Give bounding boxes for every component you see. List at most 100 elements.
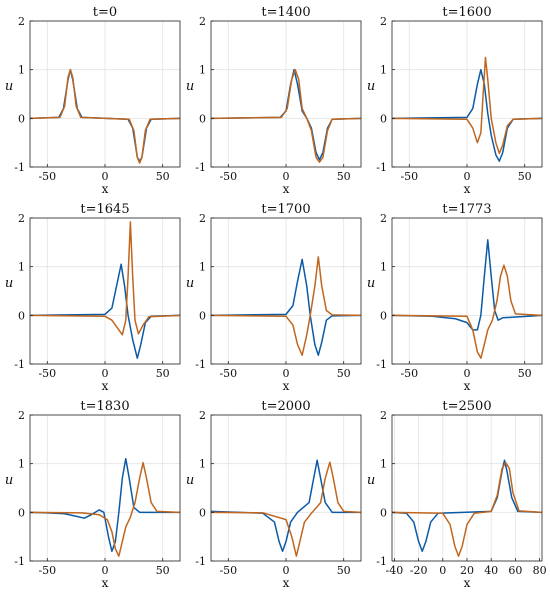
y-tick-label: 1: [199, 64, 206, 77]
series-line-1: [391, 459, 543, 553]
subplot-6: -50 0 50 -1 0 1 2 t=1773 x u: [367, 202, 543, 393]
y-axis-label: u: [5, 79, 13, 94]
subplot-title: t=1600: [442, 5, 491, 20]
y-tick-label: 0: [199, 112, 206, 125]
x-tick-label: 50: [156, 367, 170, 380]
x-tick-label: -50: [219, 564, 237, 577]
x-axis-label: x: [283, 182, 290, 196]
y-tick-label: 2: [18, 212, 25, 225]
subplot-2: -50 0 50 -1 0 1 2 t=1400 x u: [186, 5, 362, 196]
subplot-7: -50 0 50 -1 0 1 2 t=1830 x u: [5, 399, 181, 590]
x-tick-label: -50: [400, 170, 418, 183]
y-tick-label: 0: [18, 506, 25, 519]
x-tick-label: 0: [283, 170, 290, 183]
x-tick-label: 80: [533, 564, 547, 577]
x-axis-label: x: [464, 576, 471, 590]
x-tick-label: 50: [156, 564, 170, 577]
y-axis-label: u: [367, 79, 375, 94]
series-line-2: [210, 256, 362, 356]
x-tick-label: 60: [508, 564, 522, 577]
subplot-title: t=2000: [261, 399, 310, 414]
series-line-2: [391, 264, 543, 359]
series-line-2: [210, 68, 362, 163]
y-tick-label: 2: [199, 15, 206, 28]
subplot-title: t=1830: [80, 399, 129, 414]
x-axis-label: x: [283, 576, 290, 590]
y-tick-label: -1: [14, 161, 25, 174]
y-axis-label: u: [367, 276, 375, 291]
y-tick-label: 2: [380, 212, 387, 225]
x-axis-label: x: [464, 182, 471, 196]
y-tick-label: -1: [14, 555, 25, 568]
y-tick-label: 0: [380, 506, 387, 519]
x-tick-label: -50: [219, 170, 237, 183]
series-line-2: [391, 56, 543, 155]
x-tick-label: 40: [484, 564, 498, 577]
subplot-5: -50 0 50 -1 0 1 2 t=1700 x u: [186, 202, 362, 393]
subplot-9: -40 -20 0 20 40 60 80 -1 0 1 2 t=2500 x u: [367, 399, 547, 590]
x-tick-label: -50: [38, 367, 56, 380]
x-tick-label: -20: [410, 564, 428, 577]
y-tick-label: 1: [380, 261, 387, 274]
subplot-title: t=2500: [442, 399, 491, 414]
series-line-1: [391, 239, 543, 331]
subplot-3: -50 0 50 -1 0 1 2 t=1600 x u: [367, 5, 543, 196]
y-tick-label: 2: [380, 409, 387, 422]
x-tick-label: 50: [156, 170, 170, 183]
subplot-1: -50 0 50 -1 0 1 2 t=0 x u: [5, 5, 181, 196]
y-tick-label: -1: [376, 555, 387, 568]
y-tick-label: -1: [195, 358, 206, 371]
x-tick-label: -40: [386, 564, 404, 577]
x-tick-label: 0: [283, 564, 290, 577]
x-tick-label: 50: [337, 170, 351, 183]
y-tick-label: 0: [18, 309, 25, 322]
subplot-8: -50 0 50 -1 0 1 2 t=2000 x u: [186, 399, 362, 590]
y-tick-label: -1: [195, 161, 206, 174]
subplot-title: t=1400: [261, 5, 310, 20]
y-tick-label: 2: [199, 212, 206, 225]
x-tick-label: 50: [337, 367, 351, 380]
subplot-4: -50 0 50 -1 0 1 2 t=1645 x u: [5, 202, 181, 393]
y-tick-label: 1: [199, 261, 206, 274]
x-tick-label: 50: [337, 564, 351, 577]
series-line-2: [29, 461, 181, 557]
y-tick-label: 0: [18, 112, 25, 125]
y-tick-label: 2: [380, 15, 387, 28]
x-axis-label: x: [283, 379, 290, 393]
y-tick-label: -1: [376, 161, 387, 174]
y-axis-label: u: [5, 473, 13, 488]
x-tick-label: 50: [518, 367, 532, 380]
y-tick-label: -1: [195, 555, 206, 568]
x-tick-label: 0: [102, 170, 109, 183]
series-line-1: [29, 458, 180, 553]
x-tick-label: 0: [102, 564, 109, 577]
series-line-2: [29, 221, 181, 336]
x-tick-label: 0: [283, 367, 290, 380]
y-tick-label: 2: [199, 409, 206, 422]
y-axis-label: u: [367, 473, 375, 488]
x-tick-label: -50: [400, 367, 418, 380]
x-tick-label: -50: [38, 170, 56, 183]
x-axis-label: x: [102, 576, 109, 590]
x-tick-label: -50: [219, 367, 237, 380]
x-tick-label: 0: [102, 367, 109, 380]
x-axis-label: x: [102, 379, 109, 393]
series-line-2: [29, 68, 181, 164]
y-tick-label: 1: [380, 64, 387, 77]
subplot-title: t=1645: [80, 202, 129, 217]
y-axis-label: u: [186, 473, 194, 488]
x-axis-label: x: [464, 379, 471, 393]
y-tick-label: 1: [199, 458, 206, 471]
y-tick-label: 0: [380, 112, 387, 125]
x-tick-label: 20: [460, 564, 474, 577]
series-line-2: [391, 461, 543, 557]
y-tick-label: 0: [199, 506, 206, 519]
x-tick-label: -50: [38, 564, 56, 577]
x-axis-label: x: [102, 182, 109, 196]
y-tick-label: -1: [376, 358, 387, 371]
y-tick-label: 1: [18, 261, 25, 274]
series-line-2: [210, 461, 362, 557]
y-tick-label: 1: [380, 458, 387, 471]
subplot-title: t=1700: [261, 202, 310, 217]
